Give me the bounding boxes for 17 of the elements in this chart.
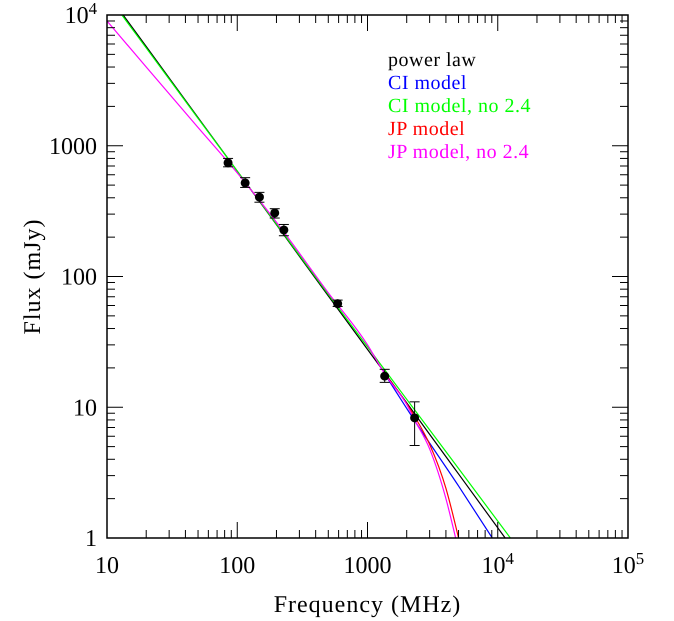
x-tick-label: 1000 [344,553,392,579]
x-tick-label: 100 [219,553,256,579]
x-tick-label: 10$^{4}$ [482,548,515,579]
x-tick-label: 10$^{5}$ [612,548,644,579]
text: CI model [388,72,467,94]
y-tick-label: 1 [85,526,97,552]
text: CI model, no 2.4 [388,95,531,117]
x-axis-title: Frequency (MHz) [274,592,462,618]
y-tick-label: 100 [61,264,97,290]
text: JP model [388,118,466,140]
y-tick-label: 1000 [49,134,97,160]
x-tick-label: 10 [95,553,119,579]
y-axis-title: Flux (mJy) [20,218,46,335]
y-tick-label: 10 [73,395,97,422]
text: JP model, no 2.4 [388,141,530,163]
text: power law [388,49,476,71]
y-tick-label: 10$^{4}$ [64,0,98,29]
